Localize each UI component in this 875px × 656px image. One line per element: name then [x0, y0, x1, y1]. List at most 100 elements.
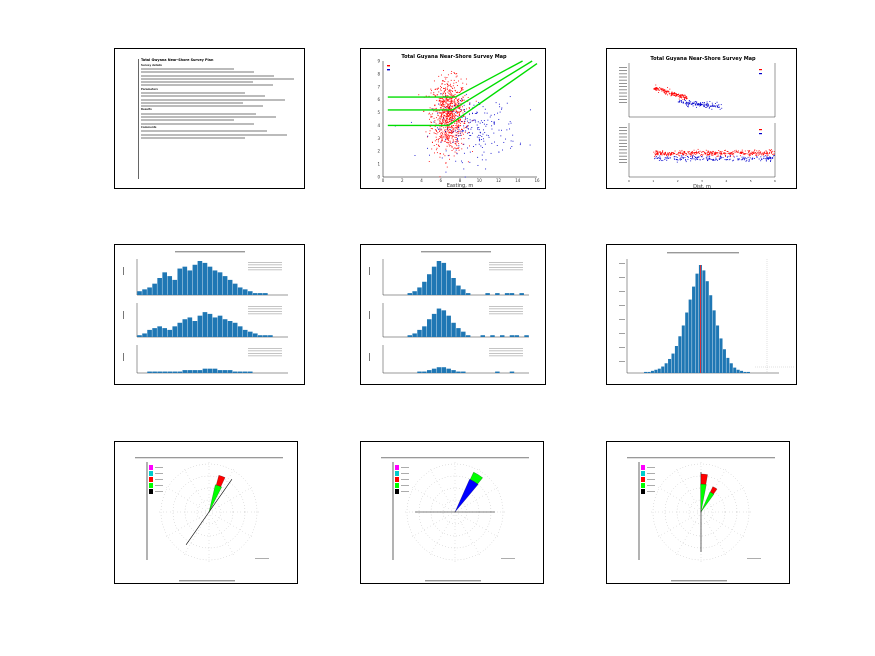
scatter-point: [484, 108, 486, 110]
scatter-point: [751, 153, 753, 155]
scatter-point: [468, 138, 470, 140]
scatter-point: [707, 152, 709, 154]
scatter-point: [767, 153, 769, 154]
histogram-bar: [743, 371, 747, 373]
scatter-point: [681, 149, 683, 151]
y-tick-label: [619, 319, 625, 320]
scatter-point: [456, 121, 458, 123]
scatter-point: [448, 135, 450, 137]
scatter-point: [451, 107, 452, 109]
legend-swatch: [395, 477, 399, 482]
scatter-point: [451, 132, 453, 134]
scatter-point: [754, 154, 756, 156]
scatter-point: [455, 148, 457, 150]
y-tick-label: [619, 136, 627, 138]
scatter-point: [476, 112, 478, 114]
scatter-point: [446, 97, 448, 99]
scatter-point: [469, 145, 470, 147]
scatter-point: [708, 154, 710, 156]
scatter-point: [439, 116, 441, 118]
scatter-point: [476, 113, 478, 114]
scatter-point: [681, 155, 683, 157]
polar-ring: [406, 463, 504, 561]
scatter-point: [443, 114, 445, 116]
scatter-point: [447, 127, 449, 129]
scatter-point: [453, 130, 455, 132]
scatter-point: [437, 138, 439, 140]
scatter-point: [767, 154, 769, 156]
summary-line: [141, 68, 234, 71]
scatter-point: [698, 156, 700, 158]
legend-entry: [248, 311, 282, 312]
scatter-point: [452, 129, 454, 131]
scatter-point: [477, 127, 478, 129]
scatter-point: [684, 99, 685, 101]
scatter-point: [447, 115, 448, 117]
scatter-point: [467, 147, 469, 149]
scatter-point: [451, 150, 453, 151]
scatter-point: [442, 131, 444, 133]
scatter-point: [448, 90, 450, 92]
scatter-point: [708, 158, 710, 160]
y-tick-label: 1: [377, 162, 380, 167]
scatter-point: [452, 115, 454, 117]
scatter-point: [478, 140, 480, 142]
scatter-point: [764, 155, 766, 157]
scatter-point: [455, 132, 457, 134]
scatter-point: [450, 116, 452, 118]
scatter-point: [444, 119, 446, 121]
scatter-point: [684, 103, 686, 105]
summary-line: [141, 95, 265, 98]
scatter-point: [458, 98, 460, 100]
scatter-point: [449, 127, 451, 128]
scatter-point: [671, 93, 673, 95]
scatter-point: [709, 155, 711, 157]
scatter-point: [469, 113, 470, 115]
scatter-point: [444, 106, 446, 108]
scatter-point: [480, 139, 482, 141]
histogram-bar: [509, 293, 515, 295]
scatter-point: [452, 128, 454, 130]
scatter-point: [770, 150, 772, 152]
scatter-point: [680, 157, 682, 159]
histogram-single: [619, 252, 795, 374]
scatter-point: [448, 142, 450, 144]
polar-spoke: [165, 511, 210, 538]
scatter-point: [465, 93, 467, 95]
y-tick-label: [619, 305, 625, 306]
scatter-point: [446, 99, 448, 101]
scatter-point: [470, 121, 471, 123]
scatter-point: [447, 134, 449, 136]
scatter-point: [461, 98, 463, 100]
scatter-point: [656, 157, 658, 159]
scatter-point: [726, 156, 728, 158]
legend-label: [647, 491, 655, 492]
scatter-point: [665, 153, 666, 155]
scatter-point: [654, 87, 656, 89]
scatter-point: [425, 131, 427, 133]
scatter-point: [734, 150, 736, 152]
scatter-point: [723, 152, 724, 154]
scatter-point: [452, 117, 454, 119]
scatter-point: [456, 99, 458, 101]
scatter-point: [449, 120, 451, 122]
scatter-point: [697, 148, 699, 150]
histogram-bar: [252, 293, 258, 295]
summary-rule: [138, 59, 139, 179]
scatter-point: [756, 156, 758, 158]
scatter-point: [446, 114, 448, 116]
scatter-point: [445, 116, 447, 117]
scatter-point: [683, 152, 685, 154]
histogram-bar: [451, 278, 456, 295]
scatter-point: [462, 96, 464, 98]
scatter-point: [686, 153, 687, 155]
scatter-point: [660, 89, 662, 91]
scatter-point: [741, 151, 743, 153]
scatter-point: [755, 152, 756, 154]
scatter-point: [483, 120, 485, 122]
scatter-point: [690, 160, 692, 162]
scatter-point: [436, 99, 438, 101]
scatter-point: [446, 121, 448, 123]
scatter-point: [721, 151, 723, 153]
scatter-point: [672, 93, 674, 95]
